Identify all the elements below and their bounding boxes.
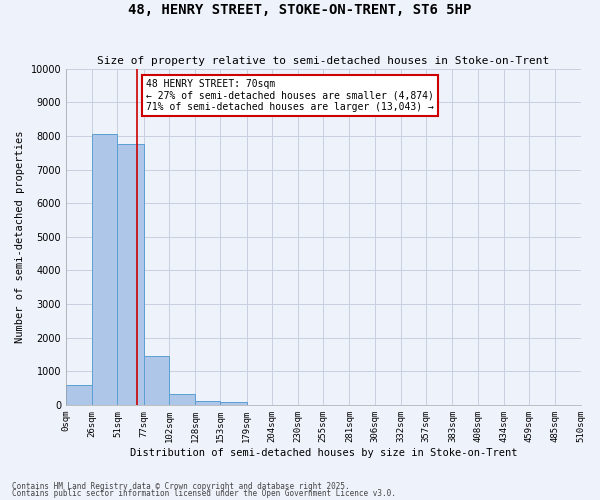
Bar xyxy=(169,394,195,405)
Text: Contains public sector information licensed under the Open Government Licence v3: Contains public sector information licen… xyxy=(12,489,396,498)
Bar xyxy=(195,401,220,405)
Y-axis label: Number of semi-detached properties: Number of semi-detached properties xyxy=(15,130,25,343)
Bar xyxy=(92,134,118,405)
Text: Contains HM Land Registry data © Crown copyright and database right 2025.: Contains HM Land Registry data © Crown c… xyxy=(12,482,350,491)
Bar xyxy=(66,384,92,405)
Bar xyxy=(144,356,169,405)
Title: Size of property relative to semi-detached houses in Stoke-on-Trent: Size of property relative to semi-detach… xyxy=(97,56,550,66)
X-axis label: Distribution of semi-detached houses by size in Stoke-on-Trent: Distribution of semi-detached houses by … xyxy=(130,448,517,458)
Bar xyxy=(118,144,144,405)
Bar xyxy=(220,402,247,405)
Text: 48, HENRY STREET, STOKE-ON-TRENT, ST6 5HP: 48, HENRY STREET, STOKE-ON-TRENT, ST6 5H… xyxy=(128,2,472,16)
Text: 48 HENRY STREET: 70sqm
← 27% of semi-detached houses are smaller (4,874)
71% of : 48 HENRY STREET: 70sqm ← 27% of semi-det… xyxy=(146,79,434,112)
